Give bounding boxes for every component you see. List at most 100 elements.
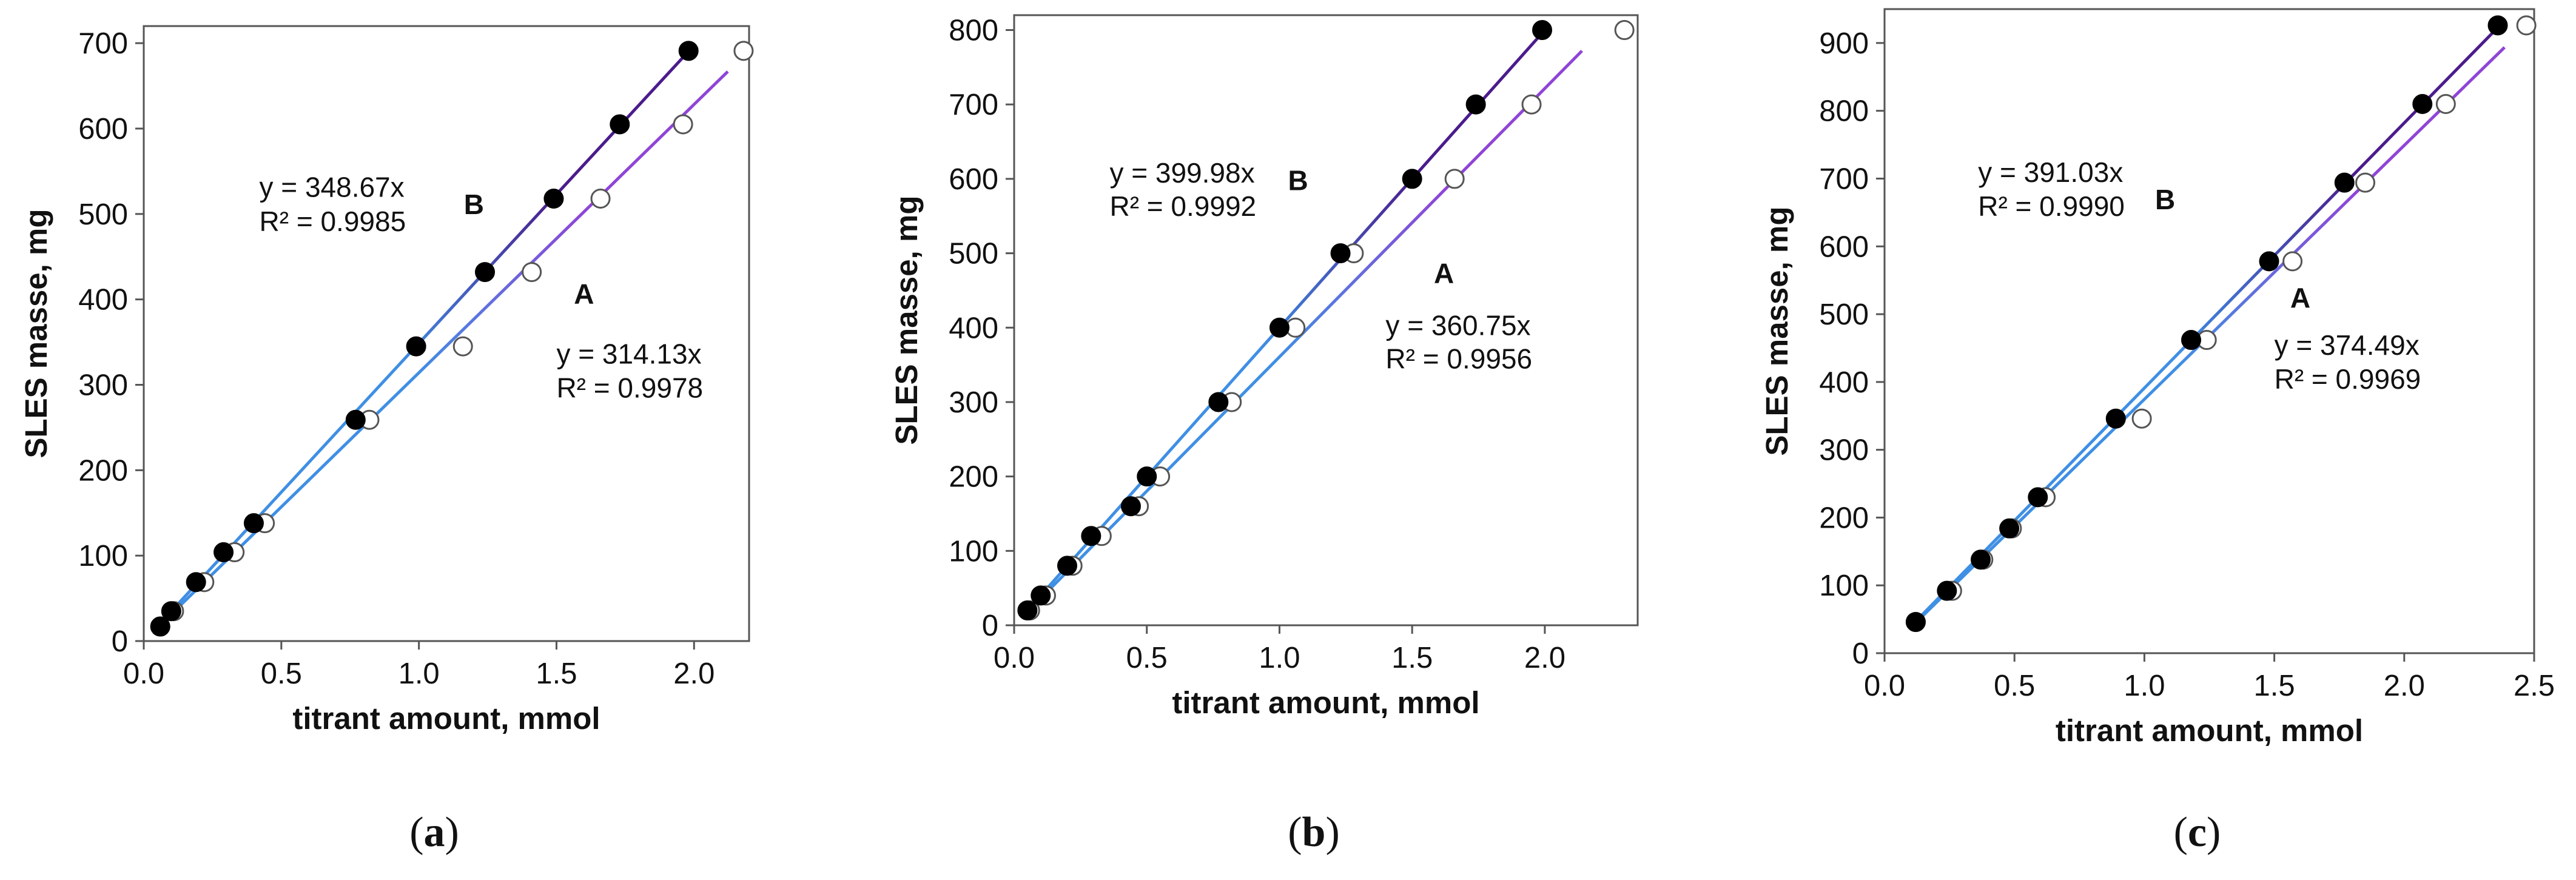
x-tick-label: 1.5 <box>1391 642 1433 674</box>
y-tick-label: 700 <box>78 27 128 60</box>
series-label-b: B <box>1288 164 1308 196</box>
y-tick-label: 600 <box>949 163 998 196</box>
panel-label-close-paren: ) <box>2207 809 2221 856</box>
data-point-series-a <box>590 188 611 209</box>
y-tick-label: 700 <box>1819 163 1869 195</box>
y-axis-title: SLES masse, mg <box>19 209 53 458</box>
y-tick-label: 400 <box>949 312 998 344</box>
data-point-series-a <box>2282 251 2303 272</box>
y-tick-label: 200 <box>949 461 998 494</box>
x-tick-label: 1.0 <box>2124 670 2165 702</box>
panel-label-letter: c <box>2188 809 2207 856</box>
y-tick-label: 500 <box>1819 298 1869 331</box>
data-point-series-a <box>2435 94 2456 115</box>
y-tick-label: 0 <box>1852 637 1869 670</box>
chart-panel-c: 0 100 200 300 400 500 600 700 800 900 0.0 0.5 1.0 1.5… <box>1760 8 2555 856</box>
data-point-series-b <box>610 114 630 135</box>
y-tick-label: 200 <box>78 454 128 487</box>
panel-label-close-paren: ) <box>1325 809 1339 856</box>
panel-label: (a) <box>409 809 459 856</box>
panel-label-open-paren: ( <box>2174 809 2188 856</box>
y-tick-label: 100 <box>78 540 128 573</box>
series-label-a: A <box>1434 258 1454 289</box>
panel-label-open-paren: ( <box>1288 809 1302 856</box>
data-point-series-a <box>2355 172 2376 193</box>
data-point-series-a <box>1444 169 1465 189</box>
trendline-equation: y = 399.98x <box>1109 157 1254 189</box>
data-point-series-a <box>673 114 693 135</box>
data-point-series-b <box>1937 580 1957 601</box>
y-tick-label: 400 <box>1819 366 1869 399</box>
data-point-series-b <box>406 336 426 357</box>
r-squared-label: R² = 0.9985 <box>260 206 406 237</box>
y-tick-label: 500 <box>949 238 998 270</box>
data-point-series-b <box>2181 330 2202 351</box>
r-squared-label: R² = 0.9978 <box>556 372 703 404</box>
y-tick-label: 500 <box>78 198 128 231</box>
y-tick-label: 800 <box>949 15 998 47</box>
data-point-series-a <box>1521 94 1542 115</box>
data-point-series-b <box>214 542 234 563</box>
trendline-equation: y = 314.13x <box>556 338 701 369</box>
data-point-series-b <box>678 41 699 61</box>
data-point-series-b <box>1330 243 1351 264</box>
data-point-series-b <box>1137 466 1157 487</box>
data-point-series-b <box>2487 15 2508 36</box>
panel-label-letter: b <box>1302 809 1326 856</box>
fit-line-series-a <box>158 70 729 627</box>
x-tick-label: 0.0 <box>1864 670 1905 702</box>
r-squared-label: R² = 0.9956 <box>1385 343 1532 375</box>
plot-frame <box>1883 8 2535 654</box>
trendline-equation: y = 391.03x <box>1978 156 2123 188</box>
series-label-a: A <box>574 278 594 310</box>
data-point-series-b <box>1081 526 1101 546</box>
data-point-series-b <box>1017 600 1038 620</box>
fit-line-series-a <box>1028 50 1583 611</box>
y-tick-label: 700 <box>949 89 998 121</box>
data-point-series-b <box>1402 169 1422 189</box>
x-tick-label: 0.5 <box>261 657 302 690</box>
data-point-series-a <box>1614 20 1635 41</box>
data-point-series-a <box>2131 408 2152 429</box>
y-tick-label: 300 <box>1819 434 1869 467</box>
y-tick-label: 400 <box>78 284 128 317</box>
trendline-equation: y = 360.75x <box>1385 310 1530 341</box>
panel-label: (c) <box>2174 809 2221 856</box>
r-squared-label: R² = 0.9990 <box>1978 190 2125 222</box>
data-point-series-b <box>2334 172 2355 193</box>
data-point-series-b <box>186 572 206 593</box>
data-point-series-b <box>1057 556 1077 576</box>
data-point-series-b <box>345 409 366 430</box>
x-tick-label: 0.0 <box>994 642 1035 674</box>
x-axis-title: titrant amount, mmol <box>292 701 600 736</box>
data-point-series-b <box>1999 518 2020 539</box>
y-axis-title: SLES masse, mg <box>1760 206 1794 455</box>
x-tick-label: 0.0 <box>123 657 164 690</box>
data-point-series-b <box>1120 496 1141 517</box>
series-label-b: B <box>2155 184 2175 215</box>
y-tick-label: 600 <box>78 113 128 146</box>
data-point-series-b <box>1269 317 1290 338</box>
y-tick-label: 100 <box>1819 569 1869 602</box>
data-point-series-b <box>1208 392 1229 412</box>
y-tick-label: 800 <box>1819 95 1869 128</box>
y-tick-label: 300 <box>949 386 998 419</box>
y-axis-title: SLES masse, mg <box>889 195 924 445</box>
trendline-equation: y = 348.67x <box>260 172 405 203</box>
panel-label-letter: a <box>424 809 445 856</box>
data-point-series-b <box>150 616 170 637</box>
x-tick-label: 1.0 <box>399 657 440 690</box>
data-point-series-a <box>733 41 754 61</box>
data-point-series-b <box>2259 251 2279 272</box>
series-label-a: A <box>2290 282 2310 314</box>
data-point-series-b <box>475 262 496 283</box>
y-tick-label: 100 <box>949 535 998 568</box>
y-tick-label: 0 <box>982 610 998 642</box>
panel-label-close-paren: ) <box>445 809 459 856</box>
chart-panel-b: 0 100 200 300 400 500 600 700 800 0.0 0.5 1.0 1.5 2.0… <box>889 14 1639 856</box>
data-point-series-b <box>243 513 264 534</box>
data-point-series-b <box>1971 549 1991 570</box>
data-point-series-b <box>1465 94 1486 115</box>
y-tick-label: 900 <box>1819 27 1869 60</box>
